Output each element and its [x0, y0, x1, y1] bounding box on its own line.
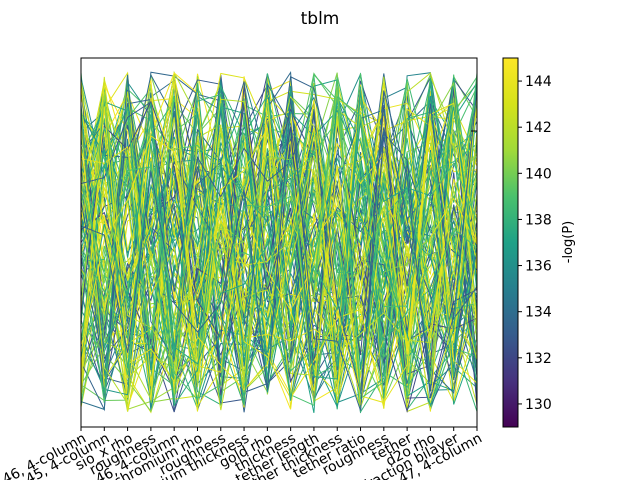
colorbar-tick-label: 140 — [525, 166, 552, 182]
data-line — [81, 99, 477, 404]
data-line — [81, 77, 477, 388]
colorbar-ticks: 130 132 134 136 138 140 142 144 — [518, 74, 552, 413]
data-line — [81, 74, 477, 411]
data-line — [81, 76, 477, 413]
colorbar-tick-label: 130 — [525, 397, 552, 413]
data-line — [81, 98, 477, 405]
data-line — [81, 80, 477, 405]
colorbar-tick-label: 138 — [525, 212, 552, 228]
colorbar-tick-label: 132 — [525, 351, 552, 367]
data-line — [81, 72, 477, 410]
colorbar-tick-label: 136 — [525, 259, 552, 275]
data-line — [81, 86, 477, 402]
colorbar-tick-label: 134 — [525, 305, 552, 321]
plot-frame — [80, 57, 478, 428]
data-line — [81, 93, 477, 380]
colorbar-tick-label: 142 — [525, 120, 552, 136]
data-line — [81, 72, 477, 408]
data-line — [81, 101, 477, 394]
data-line — [81, 72, 477, 407]
data-line — [81, 77, 477, 398]
data-line — [81, 93, 477, 406]
colorbar-label: -log(P) — [561, 221, 576, 264]
data-line — [81, 110, 477, 404]
data-line — [81, 84, 477, 408]
data-line — [81, 89, 477, 411]
data-line — [81, 146, 477, 412]
data-line — [81, 96, 477, 400]
data-line — [81, 73, 477, 385]
data-line — [81, 76, 477, 400]
chart-title: tblm — [301, 9, 340, 29]
colorbar — [502, 57, 519, 428]
data-line — [81, 84, 477, 409]
data-line — [81, 73, 477, 406]
colorbar-tick-label: 144 — [525, 74, 552, 90]
parallel-lines — [81, 70, 477, 414]
